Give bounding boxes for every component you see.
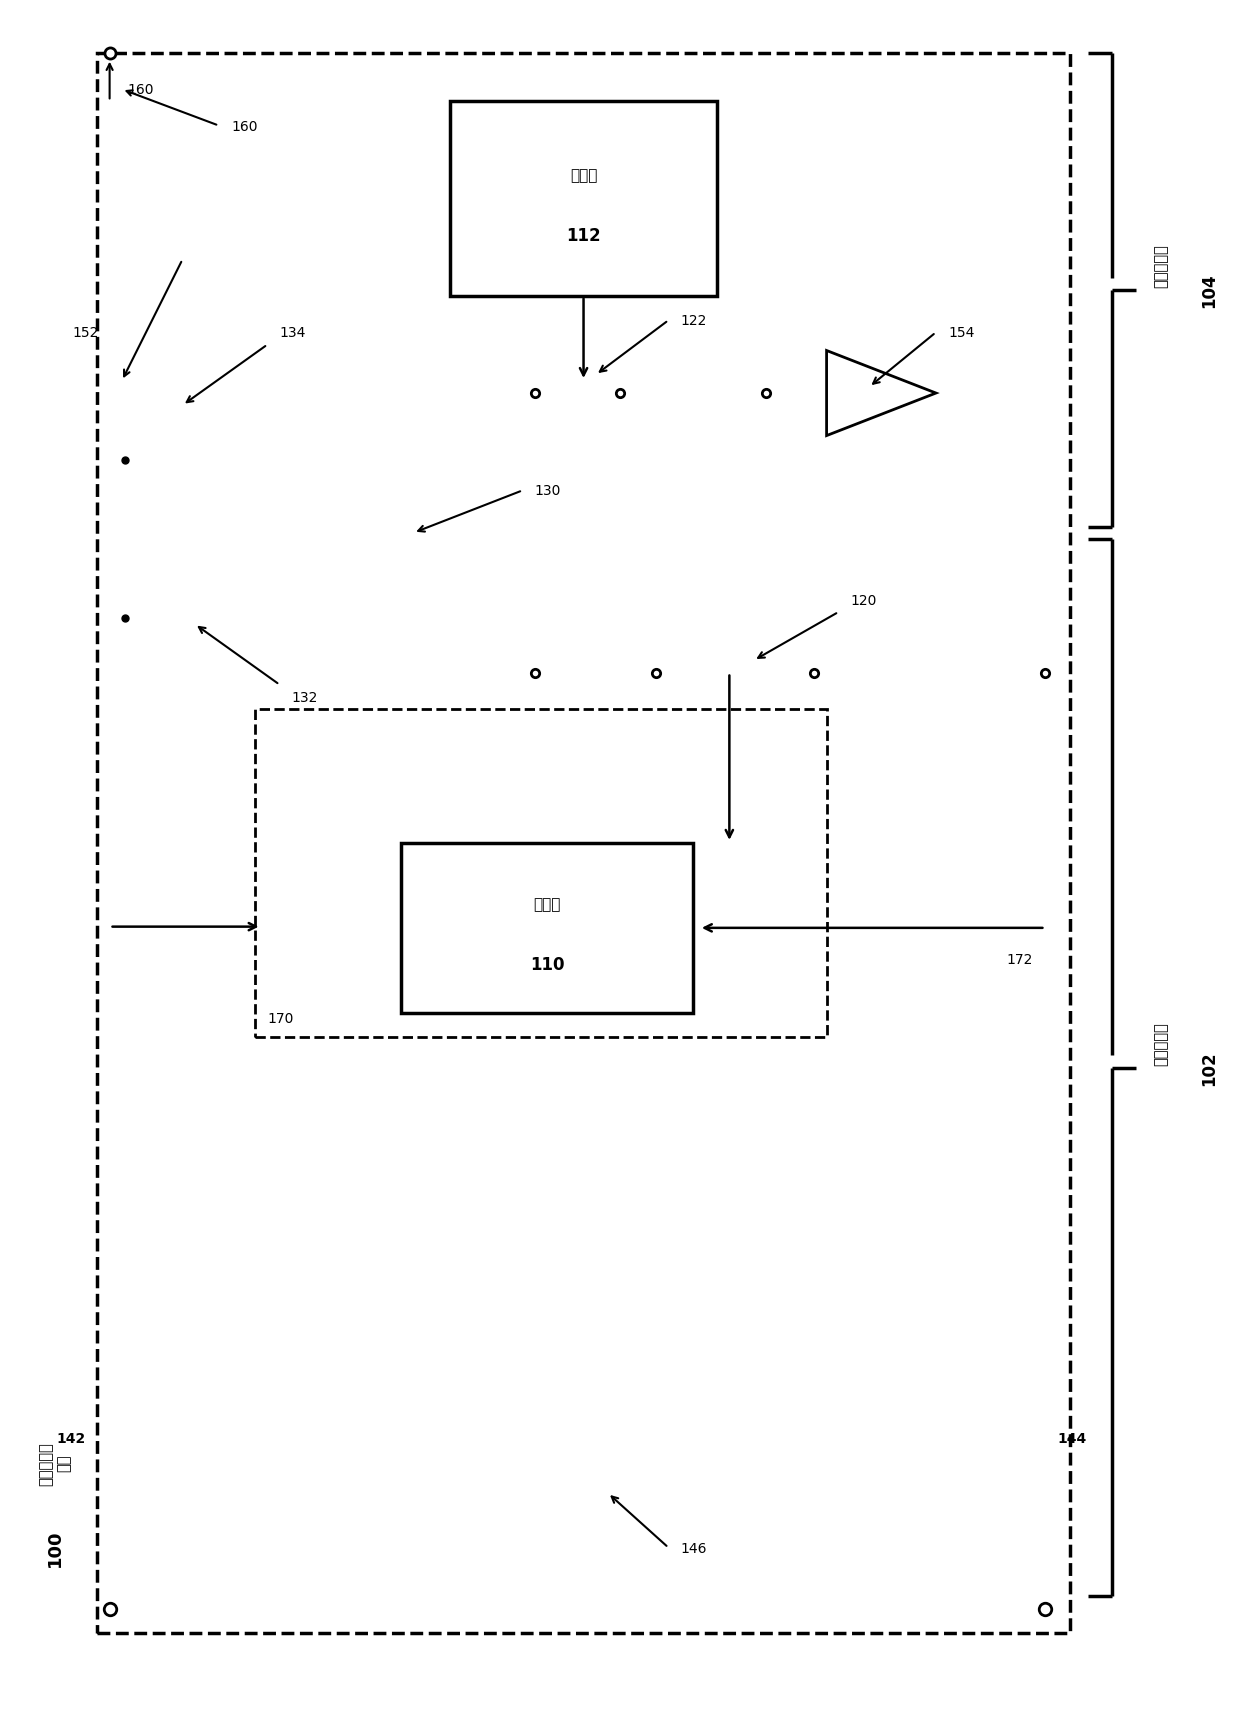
Text: 142: 142 xyxy=(56,1432,86,1446)
Text: 控制器: 控制器 xyxy=(533,896,560,911)
Bar xyxy=(98,53,1070,1633)
Text: 100: 100 xyxy=(46,1528,64,1566)
Text: 160: 160 xyxy=(128,83,154,96)
Text: 146: 146 xyxy=(681,1540,707,1554)
Text: 初级侧电路: 初级侧电路 xyxy=(1153,1022,1168,1065)
Text: 110: 110 xyxy=(529,956,564,973)
Bar xyxy=(402,843,693,1013)
Text: 172: 172 xyxy=(1007,953,1033,967)
Text: 104: 104 xyxy=(1200,274,1219,308)
Text: 122: 122 xyxy=(681,314,707,327)
Text: 152: 152 xyxy=(72,326,98,339)
Text: 170: 170 xyxy=(268,1011,294,1025)
Text: 120: 120 xyxy=(851,593,877,606)
Text: 130: 130 xyxy=(534,484,562,498)
Text: 132: 132 xyxy=(291,691,319,705)
Text: 160: 160 xyxy=(231,119,258,134)
Bar xyxy=(450,102,717,296)
Text: 112: 112 xyxy=(567,227,601,245)
Text: 控制器: 控制器 xyxy=(570,167,598,183)
Text: 144: 144 xyxy=(1058,1432,1086,1446)
Text: 次级侧电路: 次级侧电路 xyxy=(1153,245,1168,288)
Text: 134: 134 xyxy=(280,326,306,339)
Bar xyxy=(255,710,827,1037)
Text: 102: 102 xyxy=(1200,1051,1219,1085)
Text: 154: 154 xyxy=(949,326,975,339)
Text: 功率转换器
电路: 功率转换器 电路 xyxy=(38,1440,71,1485)
